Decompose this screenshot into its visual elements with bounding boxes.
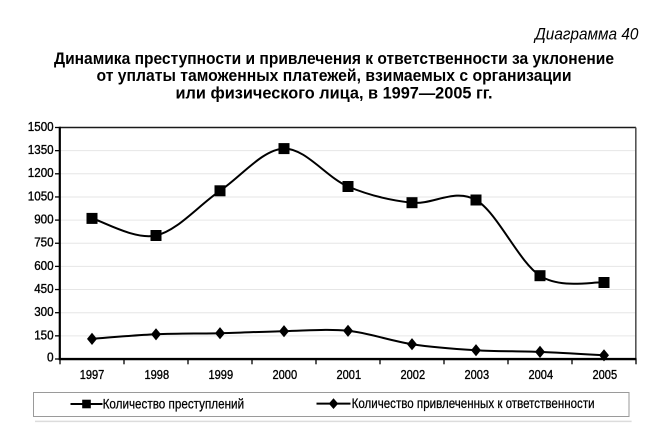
svg-text:Количество преступлений: Количество преступлений — [103, 395, 245, 411]
svg-text:2003: 2003 — [465, 367, 490, 382]
svg-text:2001: 2001 — [337, 367, 362, 382]
svg-text:1050: 1050 — [28, 188, 54, 203]
svg-text:от уплаты таможенных платежей,: от уплаты таможенных платежей, взимаемых… — [97, 66, 572, 85]
svg-text:2002: 2002 — [401, 367, 426, 382]
svg-text:0: 0 — [47, 349, 54, 364]
svg-text:Динамика преступности и привле: Динамика преступности и привлечения к от… — [54, 49, 614, 68]
svg-text:600: 600 — [34, 258, 53, 273]
svg-text:450: 450 — [34, 281, 53, 296]
svg-text:1999: 1999 — [209, 367, 234, 382]
svg-text:1500: 1500 — [28, 119, 54, 134]
svg-text:Диаграмма 40: Диаграмма 40 — [533, 24, 639, 43]
svg-text:1997: 1997 — [80, 367, 105, 382]
svg-text:или физического лица, в 1997—2: или физического лица, в 1997—2005 гг. — [176, 84, 493, 103]
svg-text:2000: 2000 — [273, 367, 298, 382]
svg-text:900: 900 — [34, 212, 53, 227]
svg-text:1998: 1998 — [145, 367, 170, 382]
svg-text:1200: 1200 — [28, 165, 54, 180]
svg-text:150: 150 — [34, 327, 53, 342]
svg-text:Количество привлеченных к отве: Количество привлеченных к ответственност… — [352, 395, 595, 411]
svg-text:2005: 2005 — [593, 367, 618, 382]
svg-text:1350: 1350 — [28, 142, 54, 157]
svg-text:300: 300 — [34, 304, 53, 319]
svg-text:750: 750 — [34, 235, 53, 250]
svg-text:2004: 2004 — [529, 367, 554, 382]
